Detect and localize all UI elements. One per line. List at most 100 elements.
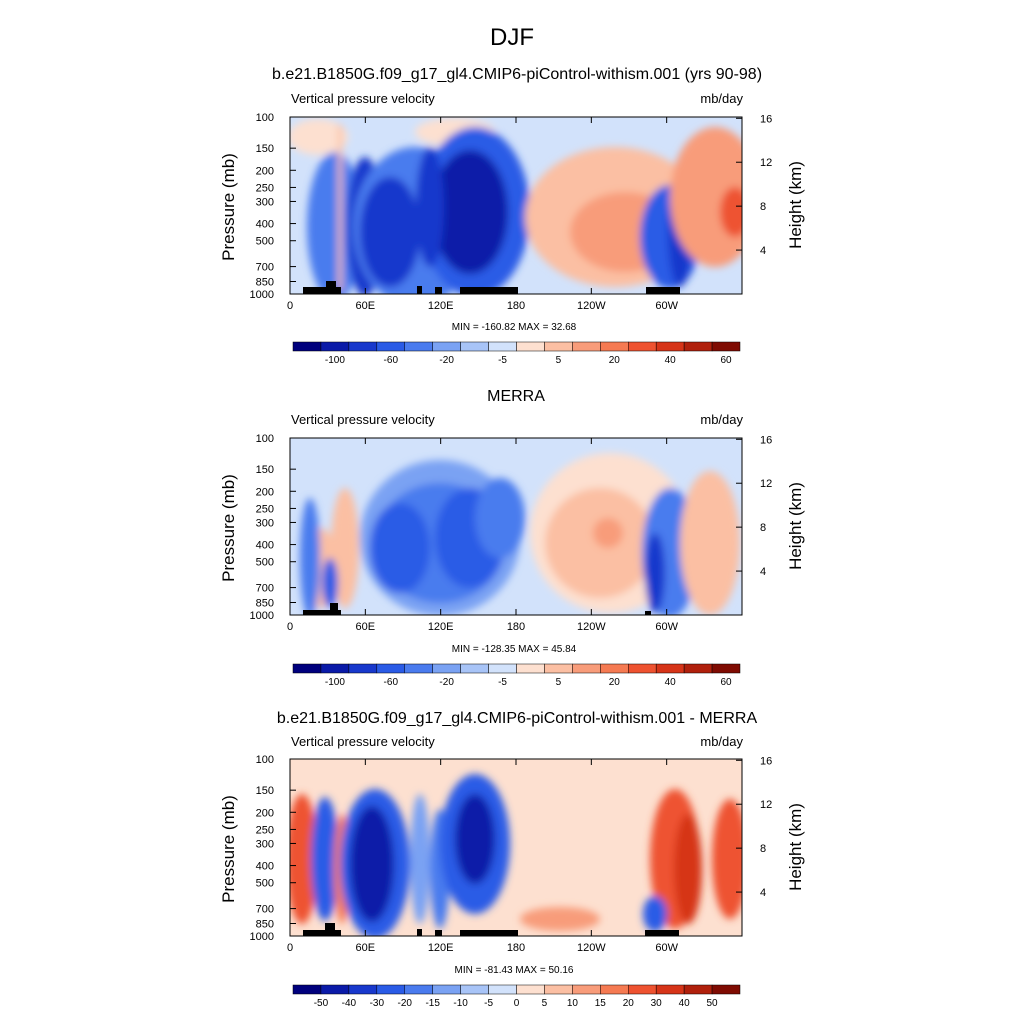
colorbar-label: 40 — [665, 355, 677, 366]
y-right-tick-label: 4 — [760, 566, 766, 578]
colorbar-swatch — [628, 984, 657, 995]
colorbar-swatch — [572, 984, 601, 995]
y-axis-title: Pressure (mb) — [219, 153, 238, 261]
stats-label: MIN = -160.82 MAX = 32.68 — [452, 322, 577, 333]
colorbar-swatch — [460, 984, 489, 995]
y-tick-label: 850 — [256, 919, 274, 931]
y-tick-label: 100 — [256, 433, 274, 445]
y-right-tick-label: 8 — [760, 843, 766, 855]
y-right-tick-label: 4 — [760, 245, 766, 257]
y-right-tick-label: 12 — [760, 478, 772, 490]
colorbar-label: 5 — [556, 677, 562, 688]
y-tick-label: 150 — [256, 785, 274, 797]
right-string: mb/day — [700, 734, 743, 749]
y-tick-label: 150 — [256, 143, 274, 155]
colorbar-swatch — [348, 663, 378, 674]
y-tick-label: 1000 — [250, 610, 274, 622]
x-tick-label: 120E — [428, 942, 454, 954]
y-tick-label: 400 — [256, 861, 274, 873]
y-tick-label: 700 — [256, 262, 274, 274]
right-string: mb/day — [700, 91, 743, 106]
y-axis-right-title: Height (km) — [786, 482, 805, 570]
y-tick-label: 100 — [256, 112, 274, 124]
colorbar-swatch — [432, 984, 461, 995]
colorbar-swatch — [683, 341, 713, 352]
colorbar-swatch — [320, 663, 350, 674]
colorbar-label: 50 — [707, 998, 719, 1009]
y-tick-label: 1000 — [250, 931, 274, 943]
colorbar-label: 20 — [609, 355, 621, 366]
colorbar-label: -15 — [425, 998, 440, 1009]
y-axis-right-title: Height (km) — [786, 803, 805, 891]
colorbar-label: 5 — [556, 355, 562, 366]
x-tick-label: 120E — [428, 300, 454, 312]
colorbar-label: 5 — [542, 998, 548, 1009]
colorbar-swatch — [432, 341, 461, 352]
x-tick-label: 60W — [655, 621, 678, 633]
figure-title: DJF — [490, 24, 534, 51]
colorbar-swatch — [488, 984, 517, 995]
y-right-tick-label: 16 — [760, 755, 772, 767]
x-tick-label: 180 — [507, 942, 525, 954]
x-tick-label: 180 — [507, 621, 525, 633]
contour-field — [290, 117, 742, 294]
colorbar-swatch — [655, 663, 685, 674]
colorbar-swatch — [320, 984, 350, 995]
colorbar-label: -20 — [439, 677, 454, 688]
y-tick-label: 850 — [256, 277, 274, 289]
colorbar-label: -100 — [325, 355, 345, 366]
colorbar-swatch — [432, 663, 461, 674]
y-right-tick-label: 8 — [760, 522, 766, 534]
y-tick-label: 300 — [256, 196, 274, 208]
left-string: Vertical pressure velocity — [291, 412, 435, 427]
colorbar-swatch — [376, 984, 405, 995]
colorbar-swatch — [292, 341, 322, 352]
x-tick-label: 120W — [577, 300, 606, 312]
colorbar-swatch — [404, 341, 433, 352]
colorbar-label: -10 — [453, 998, 468, 1009]
y-right-tick-label: 4 — [760, 887, 766, 899]
x-tick-label: 0 — [287, 300, 293, 312]
colorbar-swatch — [404, 663, 433, 674]
colorbar-label: -5 — [498, 677, 507, 688]
y-tick-label: 200 — [256, 165, 274, 177]
x-tick-label: 180 — [507, 300, 525, 312]
colorbar-swatch — [711, 663, 741, 674]
y-tick-label: 150 — [256, 464, 274, 476]
colorbar-label: 40 — [679, 998, 691, 1009]
y-tick-label: 200 — [256, 807, 274, 819]
colorbar-swatch — [572, 663, 601, 674]
x-tick-label: 120W — [577, 942, 606, 954]
colorbar-swatch — [292, 663, 322, 674]
colorbar-label: -100 — [325, 677, 345, 688]
colorbar-swatch — [488, 341, 517, 352]
colorbar-label: 10 — [567, 998, 579, 1009]
y-tick-label: 400 — [256, 540, 274, 552]
x-tick-label: 60W — [655, 300, 678, 312]
colorbar: -100 -60 -20 -5 5 20 40 60 — [292, 663, 741, 688]
y-right-tick-label: 16 — [760, 113, 772, 125]
colorbar-swatch — [320, 341, 350, 352]
y-tick-label: 200 — [256, 486, 274, 498]
colorbar-swatch — [404, 984, 433, 995]
y-tick-label: 500 — [256, 236, 274, 248]
colorbar-swatch — [544, 984, 573, 995]
colorbar-label: -5 — [498, 355, 507, 366]
colorbar-label: 60 — [720, 355, 732, 366]
colorbar-swatch — [488, 663, 517, 674]
contour-field — [290, 759, 742, 936]
colorbar-label: 60 — [720, 677, 732, 688]
y-tick-label: 700 — [256, 583, 274, 595]
x-tick-label: 60W — [655, 942, 678, 954]
colorbar-swatch — [628, 663, 657, 674]
colorbar: -100 -60 -20 -5 5 20 40 60 — [292, 341, 741, 366]
colorbar-swatch — [292, 984, 322, 995]
colorbar-swatch — [572, 341, 601, 352]
y-right-tick-label: 12 — [760, 799, 772, 811]
colorbar-swatch — [628, 341, 657, 352]
colorbar-label: 15 — [595, 998, 607, 1009]
colorbar-label: -60 — [384, 355, 399, 366]
y-tick-label: 250 — [256, 503, 274, 515]
y-tick-label: 250 — [256, 182, 274, 194]
